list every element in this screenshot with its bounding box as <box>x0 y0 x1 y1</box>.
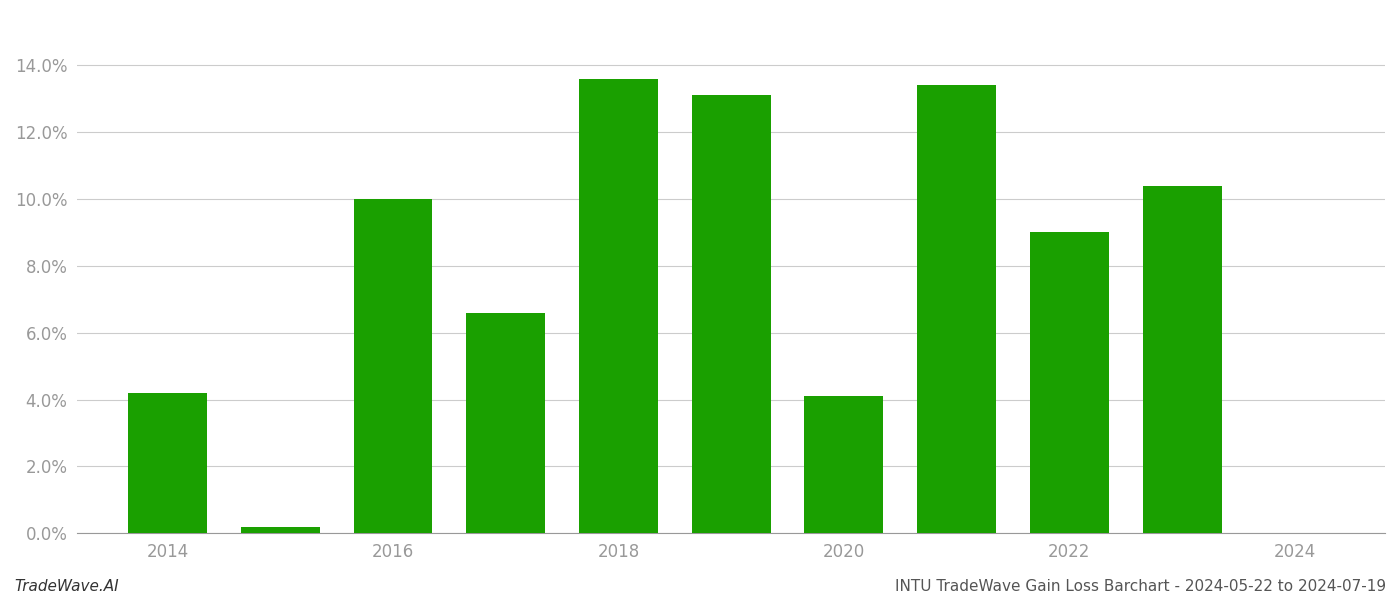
Bar <box>354 199 433 533</box>
Text: TradeWave.AI: TradeWave.AI <box>14 579 119 594</box>
Bar <box>1142 185 1222 533</box>
Bar <box>917 85 995 533</box>
Bar <box>580 79 658 533</box>
Bar <box>241 527 319 533</box>
Bar <box>127 393 207 533</box>
Bar <box>1030 232 1109 533</box>
Bar <box>805 396 883 533</box>
Bar <box>466 313 545 533</box>
Text: INTU TradeWave Gain Loss Barchart - 2024-05-22 to 2024-07-19: INTU TradeWave Gain Loss Barchart - 2024… <box>895 579 1386 594</box>
Bar <box>692 95 770 533</box>
